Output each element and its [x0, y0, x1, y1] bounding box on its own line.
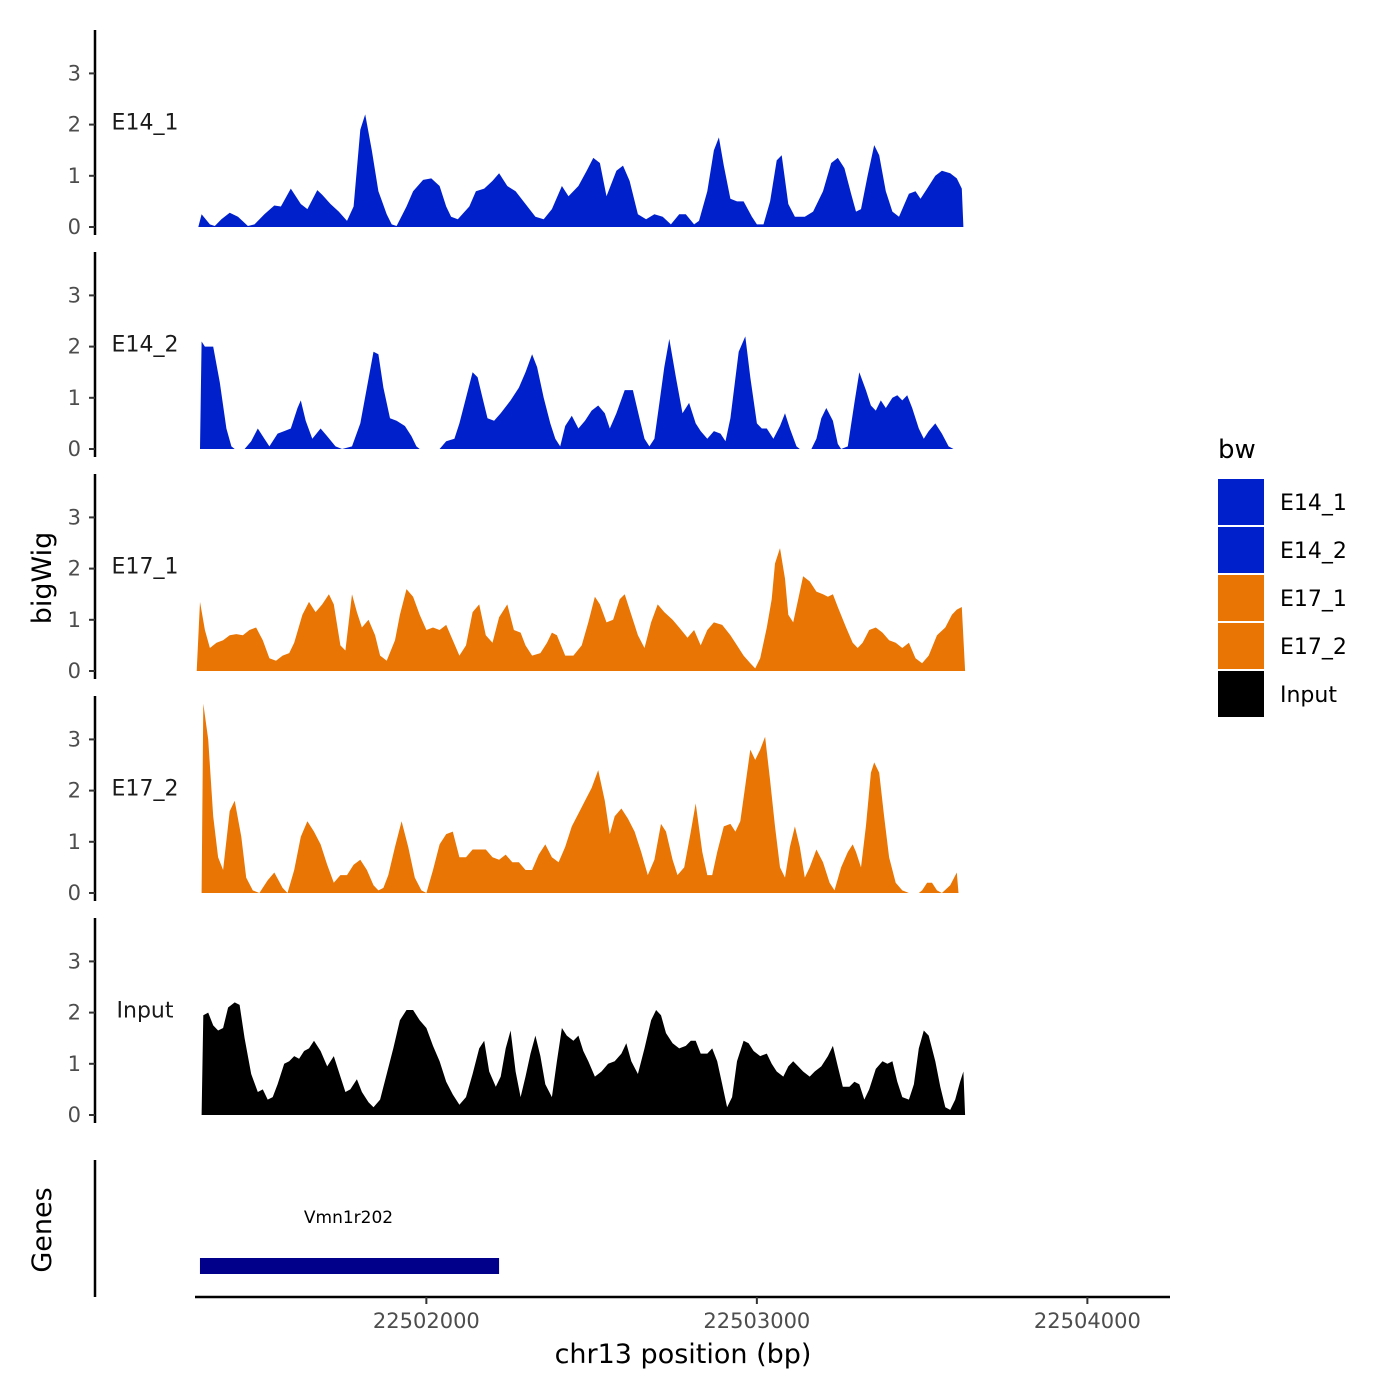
legend-label: E14_1 [1280, 491, 1347, 516]
track-e14-1: 0 1 2 3 E14_1 [68, 30, 964, 239]
track-e14-2: 0 1 2 3 E14_2 [68, 252, 954, 461]
track-label-e17-1: E17_1 [112, 555, 179, 580]
track-label-e14-2: E14_2 [112, 333, 179, 358]
coverage-area-e17-1 [196, 548, 966, 671]
y-tick-label: 2 [68, 557, 81, 581]
y-tick-label: 3 [68, 283, 81, 307]
y-tick-label: 3 [68, 949, 81, 973]
coverage-area-input [201, 1002, 966, 1115]
x-axis: 22502000 22503000 22504000 [195, 1295, 1170, 1333]
legend-label: Input [1280, 683, 1337, 708]
track-label-e14-1: E14_1 [112, 111, 179, 136]
gene-body [199, 1258, 500, 1274]
y-tick-label: 2 [68, 335, 81, 359]
coverage-area-e17-2 [201, 703, 959, 893]
genes-track: Vmn1r202 [93, 1160, 500, 1297]
gene-label: Vmn1r202 [304, 1208, 393, 1228]
legend-swatch [1218, 575, 1264, 621]
x-tick-label: 22502000 [373, 1309, 480, 1333]
legend-swatch [1218, 671, 1264, 717]
legend-swatch [1218, 479, 1264, 525]
bigwig-tracks: 0 1 2 3 E14_1 0 1 2 3 E14_2 0 1 2 3 E17_1 0 1 2 3 E17_2 0 1 2 3… [68, 30, 966, 1127]
y-tick-label: 0 [68, 437, 81, 461]
y-tick-label: 1 [68, 164, 81, 188]
legend-label: E17_1 [1280, 587, 1347, 612]
legend-swatch [1218, 527, 1264, 573]
x-axis-title: chr13 position (bp) [555, 1339, 812, 1370]
y-tick-label: 1 [68, 1052, 81, 1076]
x-tick-label: 22504000 [1034, 1309, 1141, 1333]
y-tick-label: 0 [68, 215, 81, 239]
y-axis-title: bigWig [27, 532, 58, 625]
y-tick-label: 2 [68, 779, 81, 803]
y-tick-label: 0 [68, 1103, 81, 1127]
legend-label: E14_2 [1280, 539, 1347, 564]
y-tick-label: 3 [68, 505, 81, 529]
y-tick-label: 1 [68, 386, 81, 410]
x-tick-label: 22503000 [703, 1309, 810, 1333]
y-tick-label: 2 [68, 113, 81, 137]
y-tick-label: 2 [68, 1001, 81, 1025]
genes-axis-title: Genes [27, 1187, 58, 1272]
y-tick-label: 0 [68, 881, 81, 905]
y-tick-label: 1 [68, 830, 81, 854]
coverage-area-e14-2 [200, 336, 954, 449]
legend-swatch [1218, 623, 1264, 669]
track-input: 0 1 2 3 Input [68, 918, 966, 1127]
legend: bw E14_1 E14_2 E17_1 E17_2 Input [1218, 435, 1347, 717]
legend-label: E17_2 [1280, 635, 1347, 660]
track-label-e17-2: E17_2 [112, 777, 179, 802]
legend-title: bw [1218, 435, 1256, 465]
track-e17-1: 0 1 2 3 E17_1 [68, 474, 966, 683]
y-tick-label: 3 [68, 727, 81, 751]
y-tick-label: 1 [68, 608, 81, 632]
coverage-area-e14-1 [198, 114, 964, 227]
track-label-input: Input [117, 999, 174, 1024]
y-tick-label: 3 [68, 61, 81, 85]
track-e17-2: 0 1 2 3 E17_2 [68, 696, 959, 905]
y-tick-label: 0 [68, 659, 81, 683]
